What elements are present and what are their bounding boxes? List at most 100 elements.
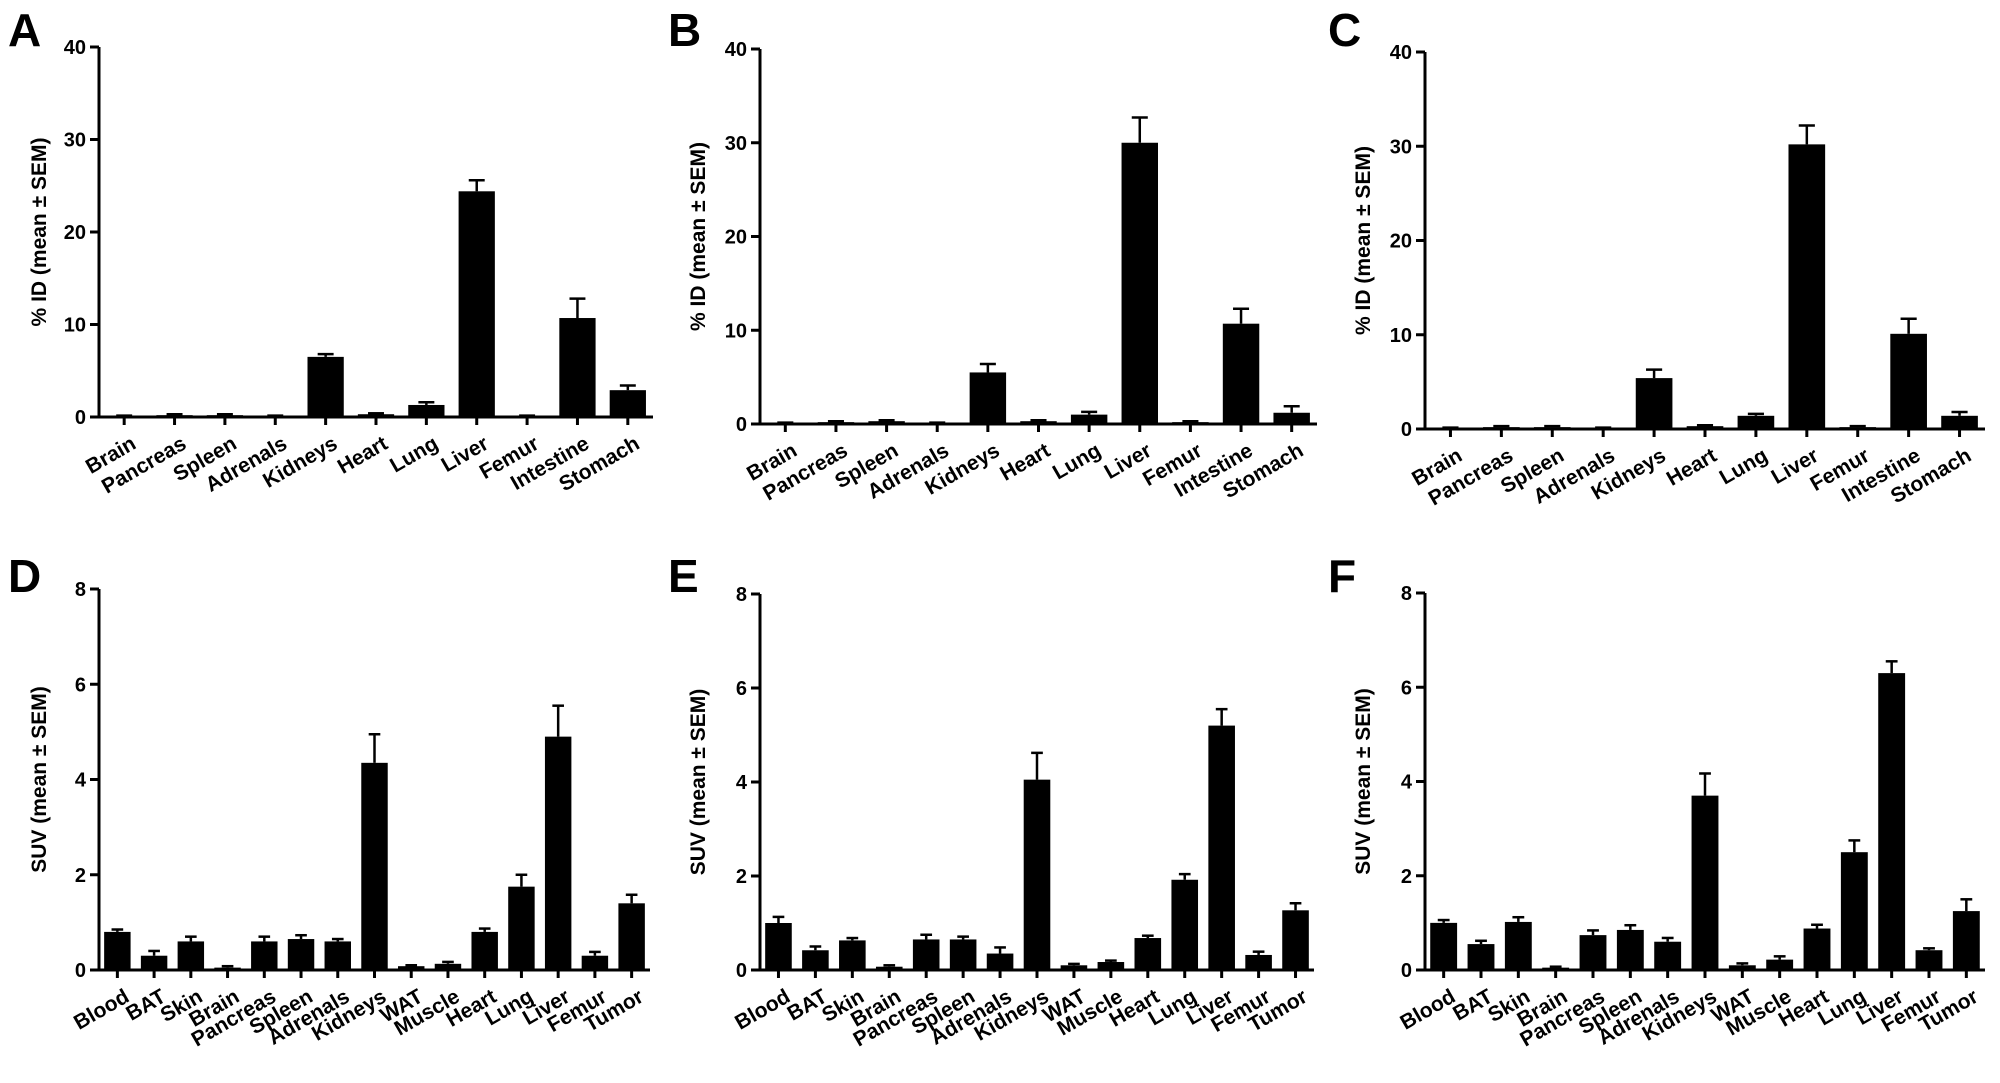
bar [1878,673,1906,970]
bar [581,955,609,970]
bar [324,941,351,970]
bar [1941,415,1978,429]
x-category-label: Blood [1396,985,1459,1035]
bar [1208,725,1235,970]
y-tick-label: 2 [1401,866,1412,888]
bar [398,966,425,970]
y-axis-label: SUV (mean ± SEM) [1352,688,1375,875]
bar [177,941,205,970]
bar [361,762,388,970]
bar [357,414,395,417]
y-tick-label: 30 [725,133,747,155]
y-tick-label: 8 [736,584,747,606]
x-category-label: Lung [1049,439,1105,485]
bar [949,939,977,970]
bar [1172,422,1209,424]
y-tick-label: 6 [1401,677,1412,699]
y-tick-label: 40 [1390,42,1412,64]
bar [1060,965,1088,970]
bar [868,421,905,424]
bar [1171,879,1199,970]
bar [1070,414,1108,424]
panel-c: C% ID (mean ± SEM)010203040BrainPancreas… [1328,4,1985,511]
panel-letter: C [1328,4,1361,56]
bar [1023,779,1051,970]
bar [1952,911,1980,970]
y-tick-label: 30 [1390,136,1412,158]
panel-letter: F [1328,550,1356,602]
bar [839,940,866,970]
x-category-label: Heart [996,439,1054,486]
y-axis-label: SUV (mean ± SEM) [687,689,710,876]
y-axis-label: % ID (mean ± SEM) [1352,146,1375,335]
bar [434,963,462,970]
bar [287,939,315,970]
y-tick-label: 10 [725,320,747,342]
y-axis-label: % ID (mean ± SEM) [28,138,51,327]
y-tick-label: 0 [75,407,86,429]
y-tick-label: 30 [64,130,86,152]
y-tick-label: 20 [1390,231,1412,253]
y-tick-label: 0 [75,960,86,982]
y-tick-label: 0 [1401,960,1412,982]
bar [307,356,344,417]
panel-letter: E [668,550,699,602]
bar [140,955,168,970]
bar [1890,333,1927,429]
bar [1430,922,1458,970]
y-tick-label: 2 [736,866,747,888]
y-tick-label: 0 [1401,419,1412,441]
bar [1504,921,1532,970]
bar [1839,427,1877,429]
bar [1691,795,1719,970]
x-category-label: Heart [334,432,392,479]
y-tick-label: 4 [1401,772,1413,794]
bar [1686,426,1724,429]
bar [1654,941,1682,970]
bar [471,931,498,970]
bar [817,422,855,424]
bar [986,953,1014,970]
y-axis-label: % ID (mean ± SEM) [687,142,710,331]
bar [1533,427,1571,429]
x-category-label: Lung [386,432,442,478]
bar [1121,142,1159,424]
bar [1020,421,1057,424]
panel-letter: B [668,4,701,56]
bar [1134,938,1162,970]
bar [1737,415,1775,429]
bar [1803,928,1831,970]
y-axis-label: SUV (mean ± SEM) [28,686,51,873]
bar [156,415,193,417]
bar [251,941,278,970]
panel-letter: A [8,4,41,56]
y-tick-label: 20 [64,222,86,244]
panel-letter: D [8,550,41,602]
panel-b: B% ID (mean ± SEM)010203040BrainPancreas… [668,4,1317,506]
y-tick-label: 10 [64,315,86,337]
bar [1840,852,1868,970]
bar [206,415,244,417]
bar [618,903,645,970]
y-tick-label: 8 [75,579,86,601]
y-tick-label: 4 [736,772,748,794]
bar [1915,950,1943,970]
y-tick-label: 10 [1390,325,1412,347]
bar [1616,929,1644,970]
y-tick-label: 6 [736,678,747,700]
bar [609,390,646,417]
bar [1766,959,1794,970]
y-tick-label: 0 [736,960,747,982]
y-tick-label: 4 [75,770,87,792]
x-category-label: Blood [731,985,794,1035]
panel-a: A% ID (mean ± SEM)010203040BrainPancreas… [8,4,653,499]
y-tick-label: 6 [75,674,86,696]
bar [1728,965,1756,970]
bar [559,318,596,417]
bar [1222,323,1260,424]
y-tick-label: 40 [64,37,86,59]
bar [1097,962,1125,970]
